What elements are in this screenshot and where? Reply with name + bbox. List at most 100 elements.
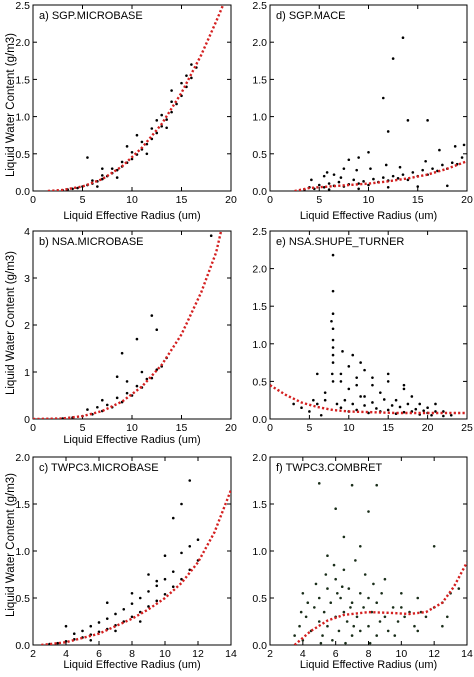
figure-ylabel-middle: Liquid Water Content (g/m3) <box>5 251 17 395</box>
data-point <box>449 413 453 417</box>
y-tick-label: 1 <box>24 367 30 379</box>
data-point <box>426 406 429 410</box>
panel-f: 2 4 6 8 10 12 14 0.0 0.5 1.0 1.5 2.0 f) TWPC3.COMBRE… <box>252 452 473 671</box>
data-point <box>355 376 358 379</box>
data-point <box>147 573 150 576</box>
x-tick-label: 8 <box>366 648 372 660</box>
data-point <box>196 538 200 542</box>
data-point <box>342 568 346 572</box>
data-point <box>64 639 68 643</box>
data-point <box>424 159 427 163</box>
data-point <box>394 398 398 402</box>
data-point <box>367 510 370 513</box>
data-point <box>101 167 104 170</box>
data-point <box>163 554 167 557</box>
data-point <box>362 606 365 609</box>
plot-frame <box>32 4 232 192</box>
data-point <box>170 110 173 114</box>
data-point <box>313 606 316 609</box>
data-point <box>115 396 119 400</box>
data-point <box>414 407 418 411</box>
x-tick-label: 2 <box>267 648 273 660</box>
data-point <box>332 173 336 176</box>
data-point <box>324 573 328 576</box>
y-tick-label: 0.0 <box>252 414 267 426</box>
data-point <box>339 380 343 383</box>
data-point <box>367 624 370 628</box>
x-tick-label: 10 <box>395 648 407 660</box>
data-point <box>375 407 378 410</box>
panel-a: 0 5 10 15 20 0.0 0.5 1.0 1.5 2.0 2.5 a) SGP.MICROBA… <box>15 0 237 222</box>
data-point <box>342 535 346 539</box>
data-point <box>370 610 374 614</box>
data-point <box>96 185 99 188</box>
y-tick-label: 3 <box>24 273 30 285</box>
data-point <box>402 410 406 414</box>
x-tick-label: 10 <box>126 194 138 206</box>
x-tick-label: 20 <box>225 422 237 434</box>
data-point <box>140 370 144 374</box>
data-point <box>130 615 134 619</box>
panel-title: c) TWPC3.MICROBASE <box>39 462 159 474</box>
data-point <box>317 183 321 187</box>
y-tick-label: 2.0 <box>252 264 267 276</box>
x-axis-label: Liquid Effective Radius (um) <box>63 434 200 446</box>
y-tick-label: 0.5 <box>15 593 30 605</box>
data-point <box>357 182 360 185</box>
data-point <box>383 615 387 619</box>
data-point <box>441 624 444 628</box>
x-tick-label: 8 <box>129 648 135 660</box>
data-point <box>171 585 175 589</box>
data-point <box>453 145 457 148</box>
data-point <box>331 361 335 364</box>
data-point <box>350 483 354 487</box>
data-point <box>292 402 295 406</box>
data-point <box>381 96 385 100</box>
data-point <box>326 554 329 557</box>
x-tick-label: 25 <box>461 422 473 434</box>
data-point <box>391 174 395 178</box>
data-point <box>400 592 403 595</box>
x-axis-label: Liquid Effective Radius (um) <box>300 210 437 222</box>
data-point <box>358 629 362 633</box>
data-point <box>413 624 416 628</box>
data-point <box>450 161 454 165</box>
data-point <box>160 124 163 128</box>
data-point <box>97 630 101 634</box>
data-point <box>145 377 149 381</box>
data-point <box>386 629 390 633</box>
x-axis-label: Liquid Effective Radius (um) <box>63 210 200 222</box>
data-point <box>332 563 336 567</box>
data-point <box>315 402 319 406</box>
y-tick-label: 0.0 <box>15 186 30 198</box>
data-point <box>386 380 390 383</box>
x-tick-label: 12 <box>192 648 204 660</box>
data-point <box>375 634 379 637</box>
data-point <box>378 620 382 623</box>
data-point <box>398 165 402 169</box>
data-point <box>368 641 372 645</box>
y-tick-label: 0.0 <box>252 186 267 198</box>
data-point <box>363 395 366 398</box>
data-point <box>331 312 335 316</box>
data-point <box>125 391 129 395</box>
data-point <box>363 573 367 576</box>
data-point <box>401 36 405 40</box>
data-point <box>165 118 168 121</box>
data-point <box>345 620 349 623</box>
plot-frame <box>269 230 468 420</box>
data-point <box>398 405 402 409</box>
data-point <box>114 612 117 616</box>
data-point <box>358 545 362 548</box>
data-point <box>372 177 375 181</box>
data-point <box>357 187 360 191</box>
fit-curve <box>47 5 225 191</box>
data-point <box>325 171 329 174</box>
data-point <box>61 417 64 419</box>
data-point <box>349 606 352 609</box>
data-point <box>375 483 379 487</box>
data-point <box>122 607 126 611</box>
x-tick-label: 5 <box>306 422 312 434</box>
data-point <box>209 234 213 237</box>
data-point <box>371 383 374 387</box>
